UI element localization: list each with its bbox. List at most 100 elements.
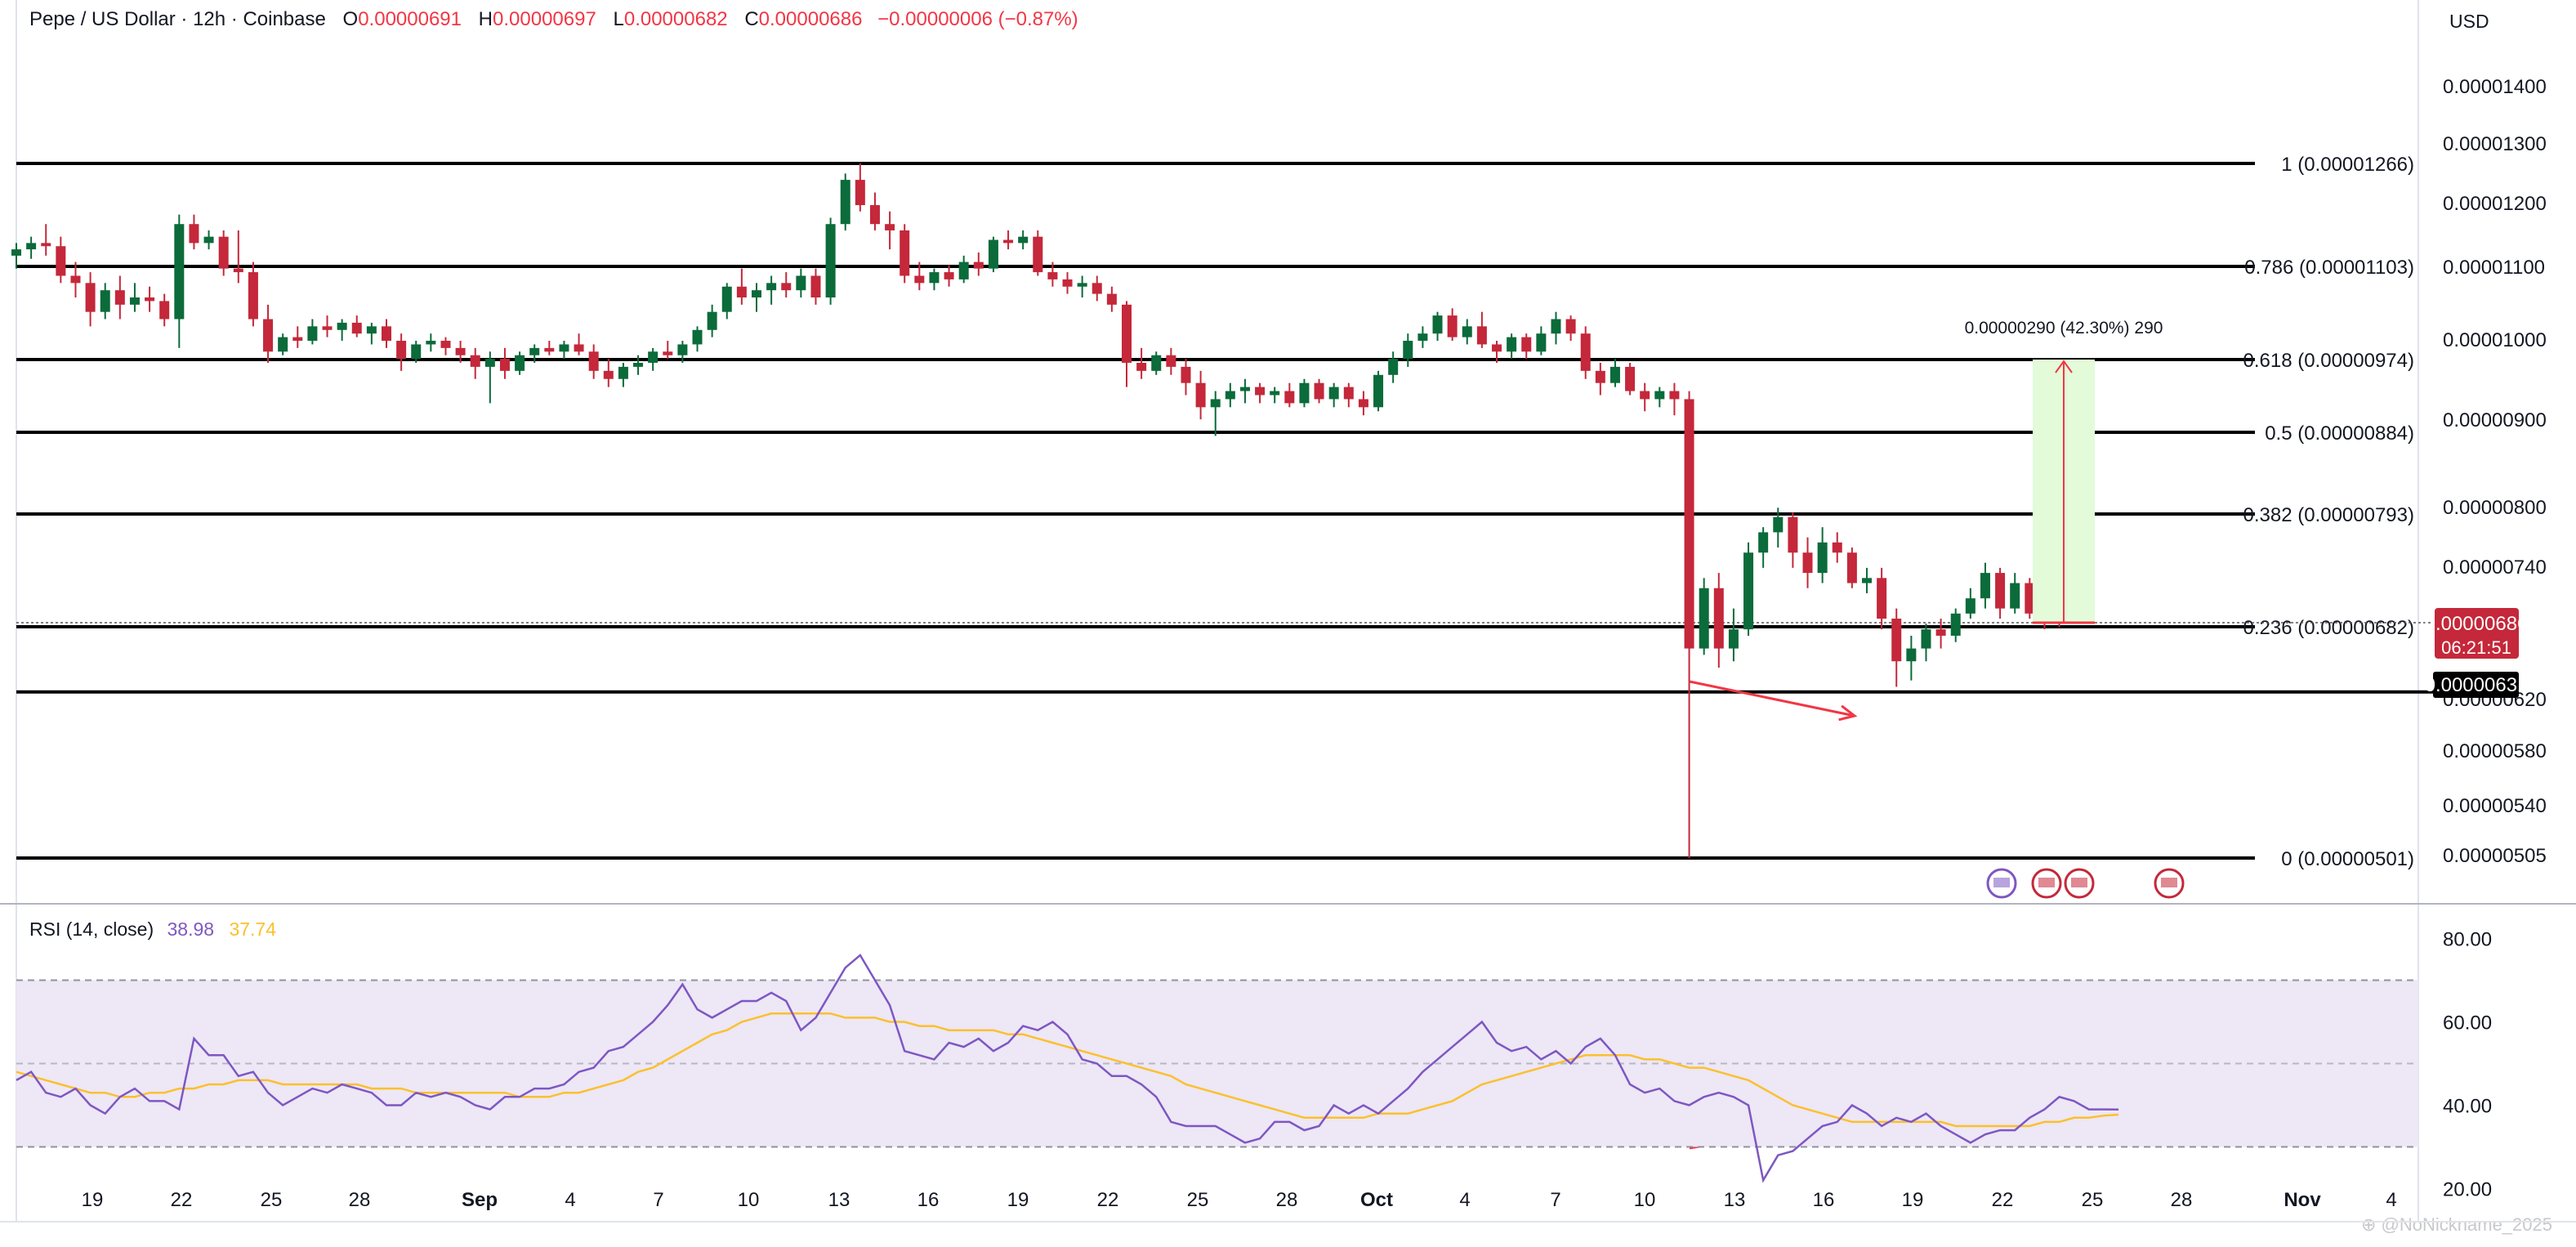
candle-body-123 <box>1832 542 1842 553</box>
close-label: C <box>744 8 759 30</box>
candle-40 <box>603 359 614 387</box>
time-tick-10: 19 <box>1007 1189 1029 1211</box>
candle-body-96 <box>1432 315 1443 334</box>
candle-49 <box>736 268 747 305</box>
candle-body-4 <box>70 275 81 284</box>
chart-header: Pepe / US Dollar · 12h · Coinbase O0.000… <box>29 8 1078 31</box>
candle-134 <box>1995 567 2006 619</box>
candle-body-103 <box>1536 333 1547 352</box>
candle-129 <box>1921 624 1931 662</box>
candle-body-74 <box>1106 293 1117 305</box>
candle-body-39 <box>588 351 599 371</box>
candle-body-87 <box>1299 382 1310 404</box>
candle-body-64 <box>958 261 969 279</box>
candle-118 <box>1758 527 1769 568</box>
candle-27 <box>411 341 422 363</box>
projection-arrow-head <box>2055 360 2073 373</box>
candle-body-19 <box>292 337 303 342</box>
candle-body-82 <box>1225 391 1235 400</box>
candle-body-76 <box>1136 362 1147 371</box>
countdown-value: 06:21:51 <box>2441 637 2511 658</box>
candle-body-112 <box>1669 391 1680 400</box>
candle-body-128 <box>1906 648 1917 662</box>
candle-body-24 <box>366 326 377 334</box>
candle-103 <box>1536 326 1547 355</box>
candle-135 <box>2010 573 2020 614</box>
candle-body-81 <box>1210 399 1221 408</box>
current-price-value: 0.00000686 <box>2425 613 2529 635</box>
time-tick-5: 4 <box>565 1189 575 1211</box>
candle-body-98 <box>1462 326 1472 337</box>
candle-121 <box>1802 537 1813 588</box>
rsi-label: RSI (14, close) <box>29 918 154 940</box>
candle-body-10 <box>159 301 170 320</box>
candle-body-126 <box>1877 578 1887 619</box>
candle-body-11 <box>174 224 185 320</box>
candle-123 <box>1832 532 1842 563</box>
candle-body-35 <box>529 347 540 355</box>
price-tick-2: 0.00001200 <box>2443 193 2547 215</box>
candle-69 <box>1033 230 1043 276</box>
rsi-tick-3: 20.00 <box>2443 1179 2492 1201</box>
candle-32 <box>484 351 495 404</box>
candle-body-107 <box>1595 370 1605 383</box>
candle-37 <box>559 341 569 360</box>
candle-12 <box>189 214 199 250</box>
time-tick-19: 16 <box>1813 1189 1835 1211</box>
candle-body-100 <box>1492 344 1502 352</box>
candle-body-117 <box>1743 552 1754 630</box>
candle-body-69 <box>1033 236 1043 273</box>
candle-body-119 <box>1773 516 1784 533</box>
candle-66 <box>988 236 998 273</box>
candle-23 <box>351 315 362 337</box>
candle-73 <box>1092 275 1102 302</box>
candle-body-66 <box>988 239 998 269</box>
candle-41 <box>618 362 628 387</box>
candle-body-106 <box>1580 333 1591 371</box>
candle-body-114 <box>1699 588 1709 649</box>
candle-body-49 <box>736 286 747 297</box>
time-tick-17: 10 <box>1634 1189 1656 1211</box>
candle-77 <box>1151 351 1162 375</box>
candle-116 <box>1728 608 1739 662</box>
candle-50 <box>752 283 761 312</box>
candle-15 <box>233 230 243 284</box>
candle-body-15 <box>233 268 243 273</box>
currency-selector[interactable]: USD <box>2449 11 2489 32</box>
candle-body-6 <box>100 290 110 312</box>
candle-body-78 <box>1166 355 1176 367</box>
candle-117 <box>1743 542 1754 636</box>
high-label: H <box>478 8 493 30</box>
candle-body-61 <box>914 275 925 284</box>
candle-body-134 <box>1995 573 2006 609</box>
candle-body-56 <box>840 180 850 225</box>
candle-56 <box>840 173 850 230</box>
candle-body-21 <box>322 326 333 330</box>
candle-body-1 <box>26 243 37 250</box>
price-tick-7: 0.00000740 <box>2443 556 2547 579</box>
candle-body-45 <box>677 344 688 355</box>
candle-body-127 <box>1891 619 1902 662</box>
candle-61 <box>914 261 925 291</box>
fib-label-1: 0.786 (0.00001103) <box>2244 257 2414 279</box>
candle-body-104 <box>1551 319 1561 334</box>
candle-119 <box>1773 507 1784 548</box>
chart-background <box>0 0 2576 1222</box>
fib-label-3: 0.5 (0.00000884) <box>2265 422 2414 445</box>
candle-body-101 <box>1507 337 1517 352</box>
candle-body-53 <box>796 275 806 291</box>
candle-19 <box>292 326 303 348</box>
candle-body-40 <box>603 370 614 379</box>
candle-body-46 <box>692 329 703 345</box>
candle-106 <box>1580 326 1591 379</box>
candle-body-75 <box>1122 304 1132 363</box>
time-tick-15: 4 <box>1459 1189 1470 1211</box>
candle-body-23 <box>351 322 362 334</box>
candle-body-13 <box>203 236 214 244</box>
candle-74 <box>1106 286 1117 312</box>
candle-120 <box>1788 512 1798 568</box>
overlays: 0.00000290 (42.30%) 290 <box>1689 319 2185 1150</box>
change-value: −0.00000006 (−0.87%) <box>877 8 1078 30</box>
candle-9 <box>145 286 155 312</box>
